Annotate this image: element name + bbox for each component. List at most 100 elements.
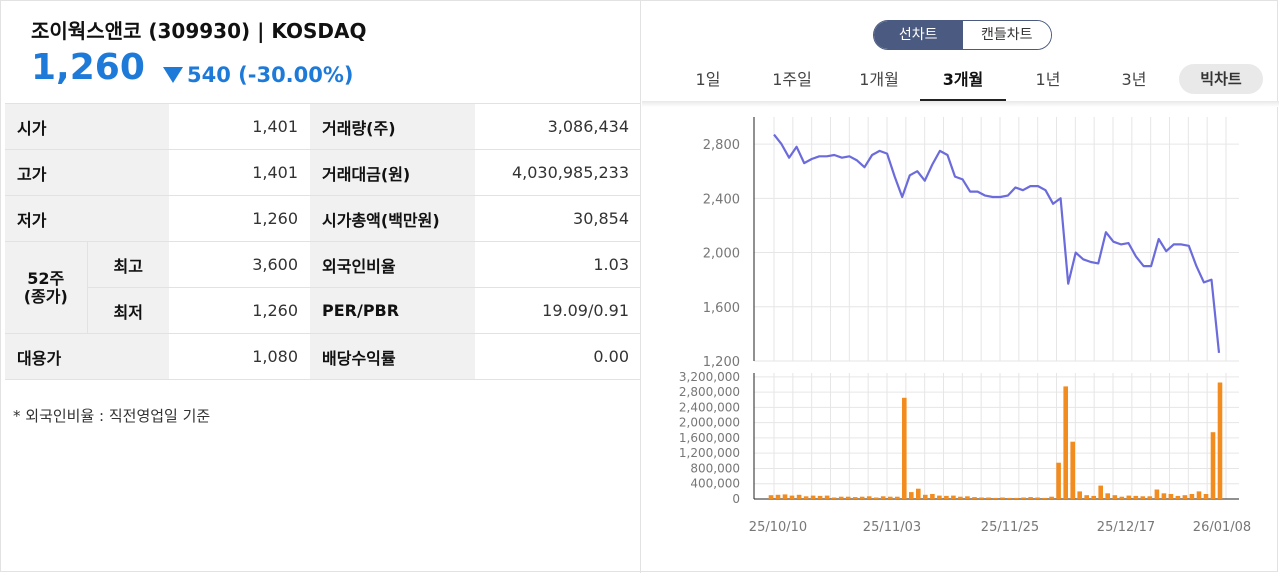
volume-bar <box>1049 496 1054 499</box>
tab-1month[interactable]: 1개월 <box>859 70 899 89</box>
volume-bar <box>1210 432 1216 499</box>
volume-value: 3,086,434 <box>475 103 641 150</box>
table-row: 저가 1,260 시가총액(백만원) 30,854 <box>5 195 641 242</box>
current-price: 1,260 <box>31 47 145 88</box>
volume-bar <box>1126 495 1132 499</box>
week52-label-line2: (종가) <box>23 286 68 306</box>
volume-bar <box>1000 497 1005 499</box>
y-tick-label: 800,000 <box>690 461 740 475</box>
down-arrow-icon <box>163 67 183 83</box>
volume-label: 거래량(주) <box>310 103 475 150</box>
week52-low-value: 1,260 <box>169 287 310 334</box>
x-tick-label: 25/11/03 <box>863 520 921 535</box>
stock-title: 조이웍스앤코 (309930) | KOSDAQ <box>31 19 367 43</box>
open-value: 1,401 <box>169 103 310 150</box>
price-change-value: 540 (-30.00%) <box>187 63 354 87</box>
week52-label-line1: 52주 <box>27 268 65 288</box>
volume-bar <box>1070 441 1075 499</box>
volume-bar <box>909 492 914 499</box>
volume-bar <box>1154 489 1160 499</box>
low-label: 저가 <box>5 195 169 242</box>
open-label: 시가 <box>5 103 169 150</box>
table-row: 최저 1,260 PER/PBR 19.09/0.91 <box>5 287 641 334</box>
volume-bar <box>1161 493 1167 499</box>
volume-bar <box>972 497 977 499</box>
y-tick-label: 0 <box>732 492 740 506</box>
y-tick-label: 2,000 <box>703 247 740 262</box>
y-tick-label: 1,600 <box>703 301 740 316</box>
volume-bar <box>1189 494 1195 499</box>
y-tick-label: 2,000,000 <box>679 416 740 430</box>
volume-bar <box>1063 386 1068 499</box>
volume-bar <box>817 495 823 499</box>
line-chart-button[interactable]: 선차트 <box>874 21 963 49</box>
high-label: 고가 <box>5 149 169 196</box>
dividend-value: 0.00 <box>475 333 641 380</box>
volume-bar <box>1028 497 1033 499</box>
y-tick-label: 2,400 <box>703 192 740 207</box>
foreign-label: 외국인비율 <box>310 241 475 288</box>
volume-bar <box>768 495 774 499</box>
price-line <box>773 133 1221 354</box>
volume-bar <box>831 497 837 499</box>
volume-bar <box>782 494 788 499</box>
y-tick-label: 1,600,000 <box>679 431 740 445</box>
x-tick-label: 25/10/10 <box>749 520 807 535</box>
y-tick-label: 3,200,000 <box>679 370 740 384</box>
substitute-label: 대용가 <box>5 333 169 380</box>
price-volume-chart: 2,800 2,400 2,000 1,600 1,2003,200,0002,800,… <box>679 117 1251 535</box>
price-change: 540 (-30.00%) <box>163 63 354 87</box>
volume-bar <box>1119 496 1125 499</box>
table-row: 52주 (종가) 최고 3,600 외국인비율 1.03 <box>5 241 641 334</box>
x-tick-label: 25/12/17 <box>1097 520 1155 535</box>
volume-bar <box>944 495 949 499</box>
chart-panel: 선차트 캔들차트 1일 1주일 1개월 3개월 1년 3년 빅차트 <box>642 1 1279 573</box>
volume-bar <box>937 495 942 499</box>
volume-bar <box>1007 497 1012 499</box>
volume-bar <box>1133 495 1139 499</box>
y-tick-label: 2,800 <box>703 138 740 153</box>
volume-bar <box>958 496 963 499</box>
volume-bar <box>852 497 858 499</box>
foreign-ratio-note: * 외국인비율 : 직전영업일 기준 <box>13 407 211 425</box>
volume-bar <box>979 497 984 499</box>
low-value: 1,260 <box>169 195 310 242</box>
week52-low-label: 최저 <box>86 287 169 334</box>
volume-bar <box>930 494 935 499</box>
stock-stats-table: 시가 1,401 거래량(주) 3,086,434 고가 1,401 거래대금(… <box>5 103 641 380</box>
tab-3year[interactable]: 3년 <box>1121 70 1147 89</box>
big-chart-button[interactable]: 빅차트 <box>1179 64 1263 94</box>
y-tick-label: 1,200,000 <box>679 446 740 460</box>
table-row: 시가 1,401 거래량(주) 3,086,434 <box>5 103 641 150</box>
volume-bar <box>845 496 851 499</box>
amount-label: 거래대금(원) <box>310 149 475 196</box>
table-row: 대용가 1,080 배당수익률 0.00 <box>5 333 641 380</box>
chart-type-toggle: 선차트 캔들차트 <box>873 20 1052 50</box>
volume-bar <box>986 497 991 499</box>
volume-bar <box>1105 493 1110 499</box>
volume-bar <box>1084 495 1089 499</box>
volume-bar <box>1042 497 1047 499</box>
volume-bar <box>923 494 928 499</box>
tab-3month[interactable]: 3개월 <box>920 65 1006 101</box>
period-tabs: 1일 1주일 1개월 3개월 1년 3년 <box>666 65 1266 101</box>
week52-high-value: 3,600 <box>169 241 310 288</box>
candle-chart-button[interactable]: 캔들차트 <box>962 21 1051 49</box>
volume-bar <box>951 495 956 499</box>
volume-bar <box>993 497 998 499</box>
volume-bar <box>1077 491 1082 499</box>
volume-bar <box>1112 495 1118 499</box>
substitute-value: 1,080 <box>169 333 310 380</box>
tab-1year[interactable]: 1년 <box>1035 70 1061 89</box>
volume-bar <box>1035 497 1040 499</box>
volume-bar <box>1056 462 1061 499</box>
table-row: 고가 1,401 거래대금(원) 4,030,985,233 <box>5 149 641 196</box>
volume-bar <box>1091 495 1096 499</box>
x-tick-label: 25/11/25 <box>981 520 1039 535</box>
volume-bar <box>810 495 816 499</box>
volume-bar <box>803 496 809 499</box>
volume-bar <box>789 495 795 499</box>
tab-1week[interactable]: 1주일 <box>772 70 812 89</box>
tab-1day[interactable]: 1일 <box>695 70 721 89</box>
